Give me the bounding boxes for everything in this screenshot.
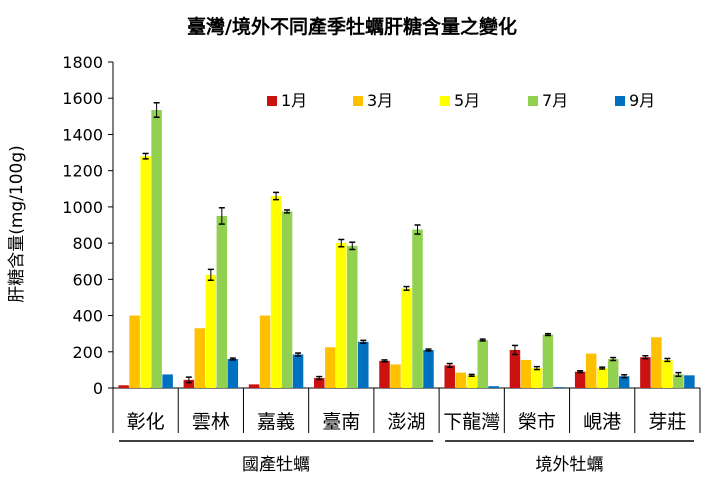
bar-5月-臺南	[336, 243, 347, 388]
bar-9月-嘉義	[292, 354, 304, 388]
bar-9月-峴港	[618, 376, 630, 388]
bar-3月-峴港	[585, 353, 597, 388]
bar-7月-雲林	[216, 215, 228, 388]
bar-7月-榮市	[542, 334, 554, 388]
x-tick-label: 芽莊	[648, 411, 686, 433]
group-label: 國產牡蠣	[242, 455, 310, 475]
bar-3月-臺南	[325, 347, 336, 388]
bar-3月-榮市	[520, 359, 532, 388]
y-tick-label: 400	[72, 307, 103, 326]
chart-title: 臺灣/境外不同產季牡蠣肝糖含量之變化	[187, 15, 517, 38]
bar-9月-雲林	[227, 359, 239, 388]
legend-label: 5月	[454, 91, 480, 110]
bar-1月-澎湖	[379, 360, 390, 388]
bar-5月-峴港	[596, 368, 608, 388]
bar-5月-芽莊	[662, 359, 673, 388]
y-tick-label: 1800	[62, 53, 103, 72]
bar-1月-雲林	[183, 379, 195, 388]
error-bars	[142, 102, 682, 384]
legend-swatch-9月	[615, 96, 625, 106]
bar-7月-峴港	[607, 359, 619, 388]
y-tick-label: 1000	[62, 198, 103, 217]
bar-1月-彰化	[118, 385, 129, 388]
legend-label: 1月	[281, 91, 307, 110]
x-tick-labels: 彰化 雲林 嘉義 臺南 澎湖 下龍灣 榮市 峴港 芽莊	[127, 411, 687, 433]
bar-9月-榮市	[553, 387, 565, 388]
y-tick-label: 1200	[62, 162, 103, 181]
y-axis-label: 肝糖含量(mg/100g)	[7, 145, 27, 303]
x-tick-label: 峴港	[583, 411, 621, 433]
bar-5月-澎湖	[401, 288, 412, 388]
bar-7月-下龍灣	[477, 340, 488, 388]
bar-5月-下龍灣	[466, 375, 477, 388]
bar-1月-榮市	[509, 349, 521, 388]
bar-7月-臺南	[347, 245, 358, 388]
legend-swatch-5月	[440, 96, 450, 106]
x-tick-label: 下龍灣	[443, 411, 500, 433]
x-tick-label: 雲林	[192, 411, 230, 433]
bar-5月-彰化	[140, 156, 151, 388]
bar-9月-芽莊	[684, 375, 695, 388]
bar-7月-嘉義	[281, 211, 293, 388]
bar-9月-澎湖	[423, 349, 434, 388]
bar-1月-芽莊	[640, 357, 651, 388]
bars	[118, 109, 695, 388]
x-tick-label: 嘉義	[257, 411, 295, 433]
category-groups: 國產牡蠣 境外牡蠣	[119, 440, 694, 475]
bar-3月-芽莊	[651, 337, 662, 388]
bar-5月-雲林	[205, 274, 217, 388]
x-tick-label: 榮市	[518, 411, 556, 433]
bar-7月-澎湖	[412, 229, 423, 388]
legend-swatch-3月	[353, 96, 363, 106]
bar-1月-嘉義	[248, 384, 260, 388]
y-tick-label: 1400	[62, 125, 103, 144]
y-tick-label: 0	[93, 379, 103, 398]
bar-3月-澎湖	[390, 364, 401, 388]
bar-3月-嘉義	[259, 315, 271, 388]
y-tick-label: 200	[72, 343, 103, 362]
bar-9月-彰化	[162, 374, 173, 388]
y-axis: 0 200 400 600 800 1000 1200 1400 1600 1800	[62, 53, 114, 398]
y-tick-label: 800	[72, 234, 103, 253]
bar-3月-雲林	[194, 328, 206, 388]
bar-7月-彰化	[151, 109, 162, 388]
legend-label: 3月	[367, 91, 393, 110]
legend-label: 7月	[542, 91, 568, 110]
bar-3月-下龍灣	[455, 372, 466, 388]
group-label: 境外牡蠣	[536, 455, 604, 475]
bar-5月-榮市	[531, 368, 543, 388]
legend-swatch-1月	[267, 96, 277, 106]
bar-1月-峴港	[574, 371, 586, 388]
x-tick-label: 澎湖	[387, 411, 425, 433]
legend-label: 9月	[629, 91, 655, 110]
y-tick-label: 600	[72, 270, 103, 289]
bar-3月-彰化	[129, 315, 140, 388]
bar-7月-芽莊	[673, 374, 684, 388]
x-tick-label: 臺南	[322, 411, 360, 433]
bar-5月-嘉義	[270, 196, 282, 388]
bar-9月-下龍灣	[488, 386, 499, 388]
bar-9月-臺南	[358, 341, 369, 388]
legend-swatch-7月	[528, 96, 538, 106]
y-tick-label: 1600	[62, 89, 103, 108]
bar-1月-下龍灣	[444, 365, 455, 388]
legend: 1月 3月 5月 7月 9月	[267, 91, 655, 110]
bar-1月-臺南	[314, 378, 325, 388]
x-tick-label: 彰化	[127, 411, 165, 433]
